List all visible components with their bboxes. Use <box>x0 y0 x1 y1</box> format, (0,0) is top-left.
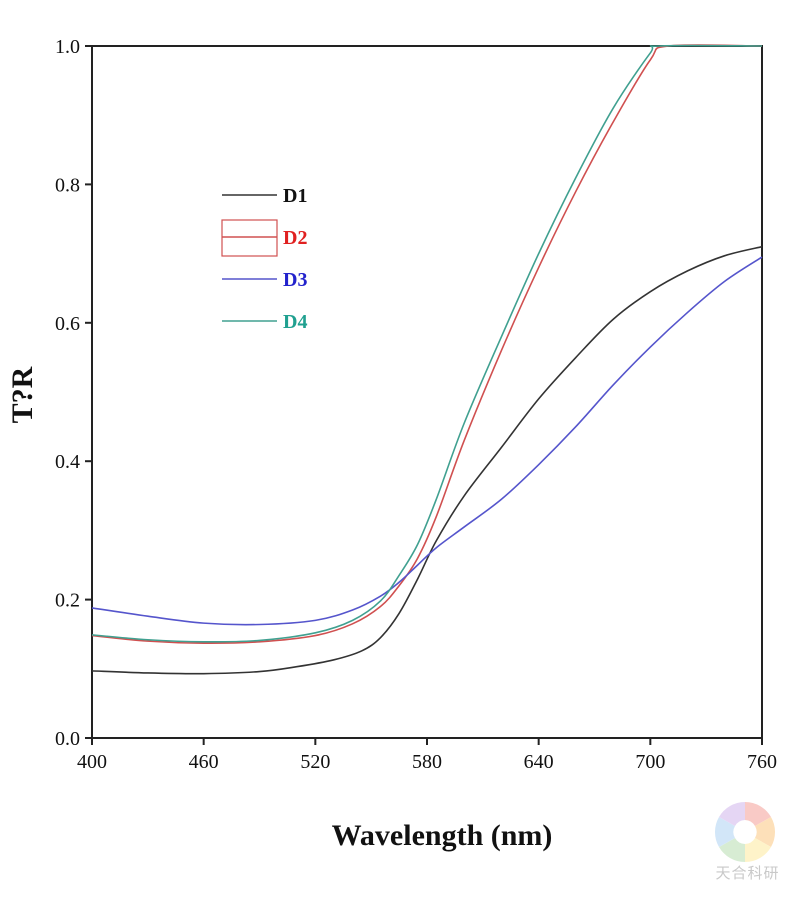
x-axis-title: Wavelength (nm) <box>332 819 553 852</box>
y-tick-label: 0.0 <box>55 728 80 750</box>
x-tick-label: 760 <box>747 751 777 773</box>
y-axis-ticks: 0.0 0.2 0.4 0.6 0.8 1.0 <box>55 36 92 750</box>
legend-label-d1: D1 <box>283 185 307 207</box>
series-layer <box>91 44 763 675</box>
series-line-d4 <box>91 44 763 643</box>
x-tick-label: 400 <box>77 751 107 773</box>
y-tick-label: 0.2 <box>55 590 80 612</box>
x-tick-label: 520 <box>300 751 330 773</box>
legend: D1 D2 D3 D4 <box>221 185 307 333</box>
x-tick-label: 460 <box>189 751 219 773</box>
watermark-text: 天合科研 <box>715 864 780 882</box>
legend-label-d2: D2 <box>283 227 307 249</box>
watermark-logo-icon <box>714 802 776 862</box>
legend-swatch-box-d2 <box>221 219 278 257</box>
x-tick-label: 640 <box>524 751 554 773</box>
plot-frame <box>91 45 763 739</box>
y-tick-label: 0.8 <box>55 174 80 196</box>
series-line-d3 <box>91 256 763 626</box>
legend-label-d3: D3 <box>283 269 307 291</box>
y-tick-label: 0.6 <box>55 313 80 335</box>
y-tick-label: 1.0 <box>55 36 80 58</box>
x-tick-label: 700 <box>635 751 665 773</box>
series-line-d1 <box>91 245 763 675</box>
series-line-d2 <box>91 44 763 645</box>
y-axis-title: T?R <box>6 366 39 423</box>
x-tick-label: 580 <box>412 751 442 773</box>
legend-label-d4: D4 <box>283 311 307 333</box>
plot-border <box>91 45 763 739</box>
y-tick-label: 0.4 <box>55 451 80 473</box>
x-axis-ticks: 400 460 520 580 640 700 760 <box>77 738 777 773</box>
